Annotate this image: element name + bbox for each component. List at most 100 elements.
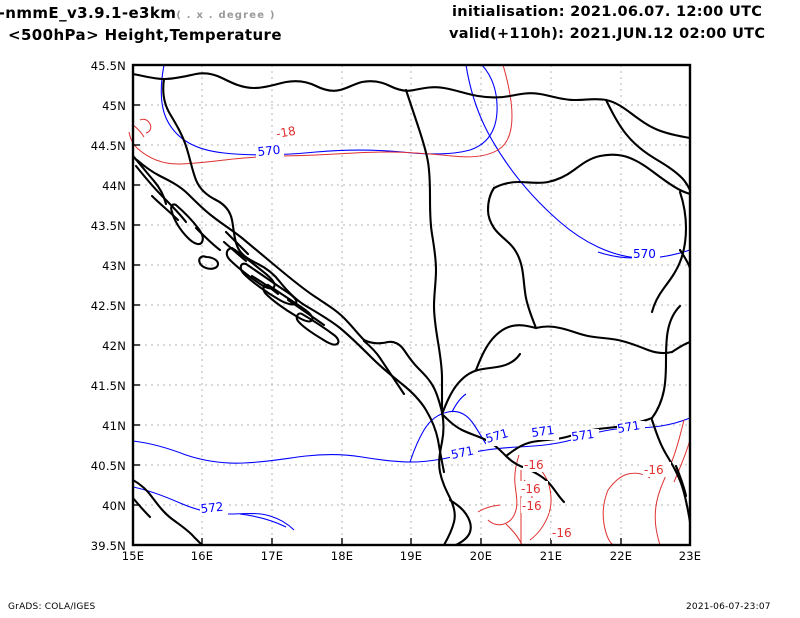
y-tick-44N: 44N — [102, 179, 126, 193]
contour-label-570-east: 570 — [632, 245, 660, 261]
coast-albania-inner — [448, 498, 472, 547]
contour-label-571-e: 571 — [616, 418, 645, 436]
y-tick-43.5N: 43.5N — [90, 219, 126, 233]
coast-kvarner-2 — [150, 194, 180, 222]
temp-contour-18-left-hook — [128, 131, 138, 149]
model-resolution: ( . x . degree ) — [176, 10, 276, 21]
temp-contour-16-east — [654, 419, 685, 546]
island-solta — [222, 240, 248, 263]
temp-contour-16-bottom — [505, 523, 523, 546]
x-tick-22E: 22E — [609, 549, 633, 563]
coast-adriatic — [135, 158, 366, 342]
border-bulgaria-east — [670, 340, 692, 354]
island-pag — [194, 226, 222, 252]
island-rab — [198, 255, 220, 270]
grads-credit: GrADS: COLA/IGES — [8, 602, 96, 612]
border-east-lower — [650, 190, 688, 314]
temp-contour-16-low — [477, 504, 501, 513]
island-korcula — [262, 283, 314, 323]
island-mljet — [295, 312, 340, 346]
island-brac — [225, 246, 276, 290]
contour-label-571-b: 571 — [484, 426, 512, 446]
contour-label-text: 571 — [616, 418, 641, 436]
initialisation-time: initialisation: 2021.06.07. 12:00 UTC — [452, 4, 763, 20]
x-tick-16E: 16E — [190, 549, 214, 563]
coast-montenegro — [362, 339, 406, 396]
contour-label-text: 571 — [530, 423, 555, 440]
contour-label-text: 571 — [484, 426, 510, 446]
height-contour-572-tail — [239, 513, 287, 528]
x-tick-15E: 15E — [121, 549, 145, 563]
border-croatia-inland — [162, 77, 446, 474]
temp-contour-18-axis-hook — [139, 118, 152, 134]
contour-label-text: 570 — [257, 143, 281, 159]
island-dugi — [224, 230, 250, 256]
height-contour-570-north — [160, 64, 498, 156]
y-tick-45N: 45N — [102, 99, 126, 113]
coast-greece-east — [650, 418, 692, 524]
coast-kvarner-1 — [134, 164, 188, 224]
border-romania-south — [604, 98, 692, 192]
border-serbia-east — [486, 186, 538, 330]
contour-label-570-north: 570 — [256, 143, 284, 159]
height-contour-570-east-label-break — [597, 251, 635, 259]
x-tick-20E: 20E — [469, 549, 493, 563]
coast-italy-heel — [131, 496, 152, 519]
contour-label-16-e: -16 — [643, 462, 671, 477]
y-tick-45.5N: 45.5N — [90, 59, 126, 73]
border-north-east — [412, 86, 692, 140]
coast-albania — [438, 410, 456, 547]
y-tick-42.5N: 42.5N — [90, 299, 126, 313]
contour-label-text: -16 — [521, 482, 541, 496]
x-tick-23E: 23E — [678, 549, 702, 563]
y-tick-41N: 41N — [102, 419, 126, 433]
y-tick-44.5N: 44.5N — [90, 139, 126, 153]
border-bosnia-serbia — [404, 88, 444, 416]
contour-label-571-c: 571 — [530, 423, 559, 440]
contour-label-18-north: -18 — [275, 124, 304, 141]
height-contour-571-branch-upper — [451, 393, 467, 413]
contour-labels: 570 -18 570 571 571 571 — [200, 124, 671, 540]
contour-label-text: 571 — [570, 427, 595, 444]
contour-label-text: 571 — [450, 443, 475, 461]
height-contour-571-branch — [409, 410, 487, 463]
coast-italy — [131, 478, 204, 547]
render-timestamp: 2021-06-07-23:07 — [686, 602, 771, 612]
temp-contour-16-west — [487, 454, 520, 526]
contour-label-571-a: 571 — [450, 443, 478, 462]
y-tick-42N: 42N — [102, 339, 126, 353]
x-tick-18E: 18E — [330, 549, 354, 563]
valid-time: valid(+110h): 2021.JUN.12 02:00 UTC — [449, 26, 766, 42]
model-name-line: f-nmmE_v3.9.1-e3km( . x . degree ) — [0, 4, 276, 22]
temp-contour-18-left-upper — [132, 124, 145, 138]
contour-label-text: 570 — [633, 247, 656, 261]
x-tick-19E: 19E — [399, 549, 423, 563]
island-hvar — [239, 262, 298, 306]
height-contour-570-east — [465, 64, 691, 259]
y-tick-40N: 40N — [102, 499, 126, 513]
island-peljesac — [286, 298, 326, 327]
contour-label-text: -16 — [552, 526, 572, 540]
grid-lines — [133, 65, 690, 545]
contour-label-text: -16 — [644, 463, 664, 477]
coast-adriatic-south — [362, 338, 444, 414]
island-vis — [250, 274, 280, 296]
border-macedonia-east — [650, 304, 682, 420]
border-kosovo-west — [440, 352, 522, 416]
border-serbia-north — [492, 154, 602, 190]
contour-label-text: -16 — [524, 458, 544, 472]
coast-aegean — [674, 464, 688, 498]
border-kosovo-north — [474, 324, 538, 372]
coast-istria — [131, 154, 168, 206]
y-tick-39.5N: 39.5N — [90, 539, 126, 553]
contour-label-572: 572 — [200, 500, 228, 516]
model-name: f-nmmE_v3.9.1-e3km — [0, 4, 177, 22]
temp-contour-16-east-left-lower — [602, 489, 615, 546]
x-tick-21E: 21E — [539, 549, 563, 563]
y-tick-41.5N: 41.5N — [90, 379, 126, 393]
height-contours — [132, 64, 691, 531]
contour-label-text: -16 — [522, 499, 542, 513]
contour-label-16-a: -16 — [523, 457, 551, 472]
